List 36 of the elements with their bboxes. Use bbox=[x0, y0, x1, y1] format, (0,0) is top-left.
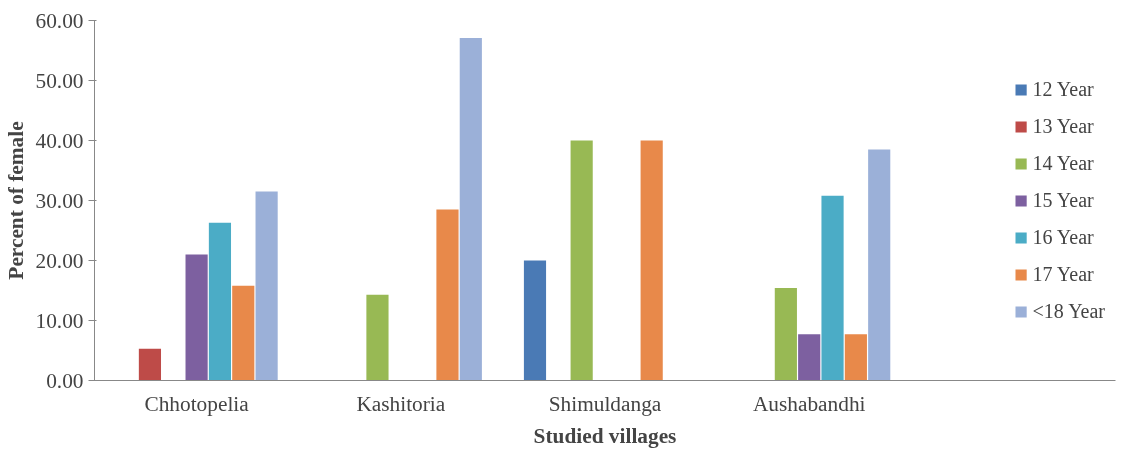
legend-label: 16 Year bbox=[1032, 225, 1094, 249]
legend-label: 15 Year bbox=[1032, 188, 1094, 212]
bar bbox=[640, 140, 663, 381]
x-tick-label: Kashitoria bbox=[356, 391, 446, 416]
bar bbox=[208, 222, 232, 381]
x-tick-label: Chhotopelia bbox=[144, 391, 250, 416]
y-tick-label: 20.00 bbox=[35, 248, 84, 273]
bar bbox=[868, 149, 891, 381]
bar bbox=[844, 334, 867, 381]
legend-label: 17 Year bbox=[1032, 262, 1094, 286]
y-tick-label: 40.00 bbox=[35, 128, 84, 153]
x-axis-title: Studied villages bbox=[533, 423, 677, 448]
bar bbox=[366, 294, 389, 381]
bar bbox=[459, 37, 482, 381]
bar bbox=[138, 348, 162, 381]
legend-label: <18 Year bbox=[1032, 299, 1105, 323]
y-tick-label: 50.00 bbox=[35, 68, 84, 93]
x-tick-label: Aushabandhi bbox=[752, 391, 866, 416]
y-tick-label: 0.00 bbox=[46, 368, 84, 393]
bar bbox=[774, 288, 797, 381]
y-tick-label: 10.00 bbox=[35, 308, 84, 333]
bar bbox=[821, 195, 844, 381]
x-tick-label: Shimuldanga bbox=[548, 391, 662, 416]
bar bbox=[232, 285, 255, 381]
legend-label: 13 Year bbox=[1032, 114, 1094, 138]
bar bbox=[255, 191, 278, 381]
legend-label: 14 Year bbox=[1032, 151, 1094, 175]
bar bbox=[436, 209, 459, 381]
y-tick-label: 30.00 bbox=[35, 188, 84, 213]
y-axis-title: Percent of female bbox=[3, 121, 28, 280]
bar bbox=[798, 334, 821, 381]
legend-label: 12 Year bbox=[1032, 77, 1094, 101]
bar bbox=[523, 260, 547, 381]
bar bbox=[570, 140, 593, 381]
y-tick-label: 60.00 bbox=[35, 8, 84, 33]
bar bbox=[185, 254, 208, 381]
